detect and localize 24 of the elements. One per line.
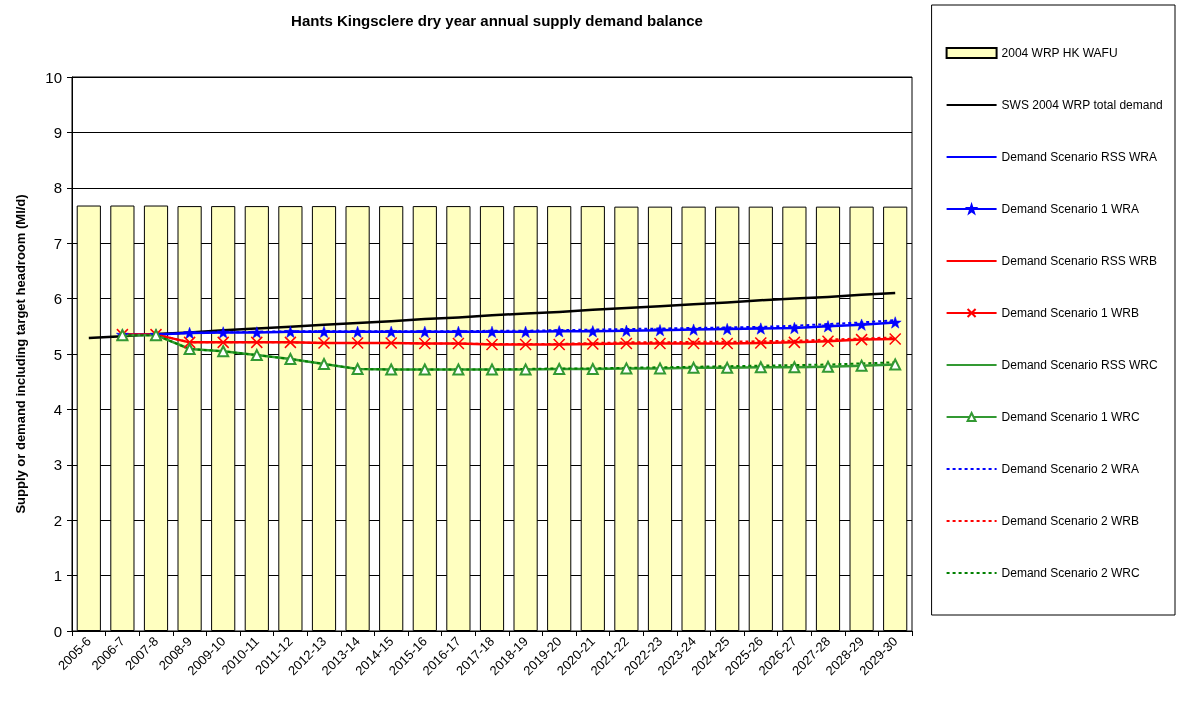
legend-label: Demand Scenario 2 WRB — [1001, 514, 1139, 528]
y-tick-label: 3 — [53, 456, 62, 474]
y-tick-label: 4 — [53, 400, 62, 418]
y-axis-title: Supply or demand including target headroom (Ml/d) — [13, 194, 28, 514]
legend-label: Demand Scenario RSS WRA — [1001, 150, 1157, 164]
legend-label: Demand Scenario 2 WRC — [1001, 566, 1140, 580]
legend-label: Demand Scenario 1 WRC — [1001, 410, 1140, 424]
legend-label: Demand Scenario 2 WRA — [1001, 462, 1139, 476]
legend-label: Demand Scenario 1 WRA — [1001, 202, 1139, 216]
y-tick-label: 2 — [53, 511, 62, 529]
y-tick-label: 9 — [53, 123, 62, 141]
y-tick-label: 6 — [53, 290, 62, 308]
y-tick-label: 5 — [53, 345, 62, 363]
legend-label: Demand Scenario 1 WRB — [1001, 306, 1139, 320]
y-tick-label: 0 — [53, 622, 62, 640]
legend-label: 2004 WRP HK WAFU — [1001, 46, 1118, 60]
chart-title: Hants Kingsclere dry year annual supply demand balance — [291, 12, 703, 29]
y-tick-label: 7 — [53, 234, 62, 252]
y-tick-label: 8 — [53, 179, 62, 197]
y-tick-label: 1 — [53, 567, 62, 585]
legend-label: Demand Scenario RSS WRB — [1001, 254, 1157, 268]
y-tick-label: 10 — [45, 68, 62, 86]
legend-label: SWS 2004 WRP total demand — [1001, 98, 1163, 112]
legend-label: Demand Scenario RSS WRC — [1001, 358, 1158, 372]
